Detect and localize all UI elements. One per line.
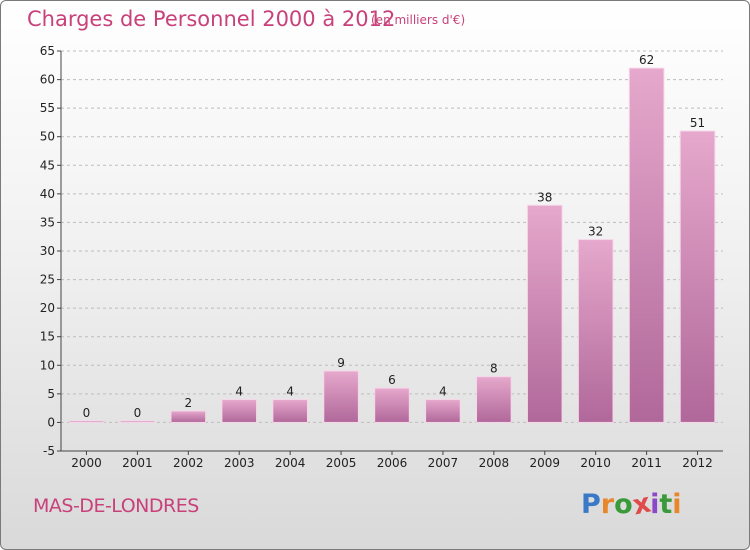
x-tick-label: 2001 (122, 456, 153, 470)
y-tick-label: 0 (47, 415, 55, 429)
bar-value-label: 8 (490, 362, 498, 376)
x-tick-label: 2008 (479, 456, 510, 470)
bar (68, 420, 105, 423)
bar-value-label: 62 (639, 53, 654, 67)
logo-letter: r (600, 489, 615, 520)
x-tick-label: 2000 (71, 456, 102, 470)
bar-value-label: 51 (690, 116, 705, 130)
bar-value-label: 4 (439, 385, 447, 399)
bar-value-label: 0 (134, 406, 142, 420)
bar-value-label: 32 (588, 225, 603, 239)
x-tick-label: 2007 (428, 456, 459, 470)
bars (68, 67, 716, 423)
bar (425, 399, 461, 423)
bar (526, 204, 563, 423)
bar (170, 410, 207, 423)
y-tick-label: 40 (40, 187, 55, 201)
bar (679, 130, 716, 423)
y-tick-label: -5 (43, 444, 55, 458)
bar (374, 387, 410, 423)
logo-letter: i (650, 489, 660, 520)
bar-value-label: 4 (286, 385, 294, 399)
y-tick-label: 35 (40, 215, 55, 229)
logo-letter: P (581, 489, 601, 520)
x-tick-label: 2006 (377, 456, 408, 470)
bar-value-label: 4 (235, 385, 243, 399)
y-tick-label: 55 (40, 101, 55, 115)
bar (221, 399, 258, 423)
place-name: MAS-DE-LONDRES (33, 495, 199, 517)
y-tick-label: 15 (40, 330, 55, 344)
bar (628, 67, 665, 423)
bar (323, 370, 359, 423)
chart-title: Charges de Personnel 2000 à 2012 (27, 7, 396, 31)
chart-subtitle: (en milliers d'€) (371, 13, 466, 27)
y-tick-label: 10 (40, 358, 55, 372)
y-tick-label: 65 (40, 44, 55, 58)
y-tick-label: 60 (40, 73, 55, 87)
x-tick-label: 2011 (631, 456, 662, 470)
bar (119, 420, 156, 423)
y-tick-label: 5 (47, 387, 55, 401)
x-tick-label: 2012 (682, 456, 713, 470)
logo-letter: t (659, 489, 673, 520)
x-tick-label: 2009 (529, 456, 560, 470)
bar (577, 239, 614, 423)
bar-value-label: 0 (83, 406, 91, 420)
logo-letter: i (672, 489, 682, 520)
y-tick-label: 25 (40, 273, 55, 287)
bar (272, 399, 308, 423)
x-tick-label: 2002 (173, 456, 204, 470)
y-tick-label: 30 (40, 244, 55, 258)
value-labels: 0 0 2 4 4 9 6 4 8 38 32 62 51 (83, 53, 706, 420)
bar-value-label: 9 (337, 356, 345, 370)
x-tick-label: 2005 (326, 456, 357, 470)
y-tick-label: 50 (40, 130, 55, 144)
x-tick-label: 2010 (580, 456, 611, 470)
x-tick-label: 2004 (275, 456, 306, 470)
y-tick-label: 20 (40, 301, 55, 315)
bar-value-label: 38 (537, 190, 552, 204)
bar-value-label: 6 (388, 373, 396, 387)
x-tick-label: 2003 (224, 456, 255, 470)
logo-letter: o (614, 489, 633, 520)
bar (476, 376, 512, 423)
proxiti-logo: Proxiti (581, 488, 682, 522)
y-tick-label: 45 (40, 158, 55, 172)
bar-value-label: 2 (184, 396, 192, 410)
